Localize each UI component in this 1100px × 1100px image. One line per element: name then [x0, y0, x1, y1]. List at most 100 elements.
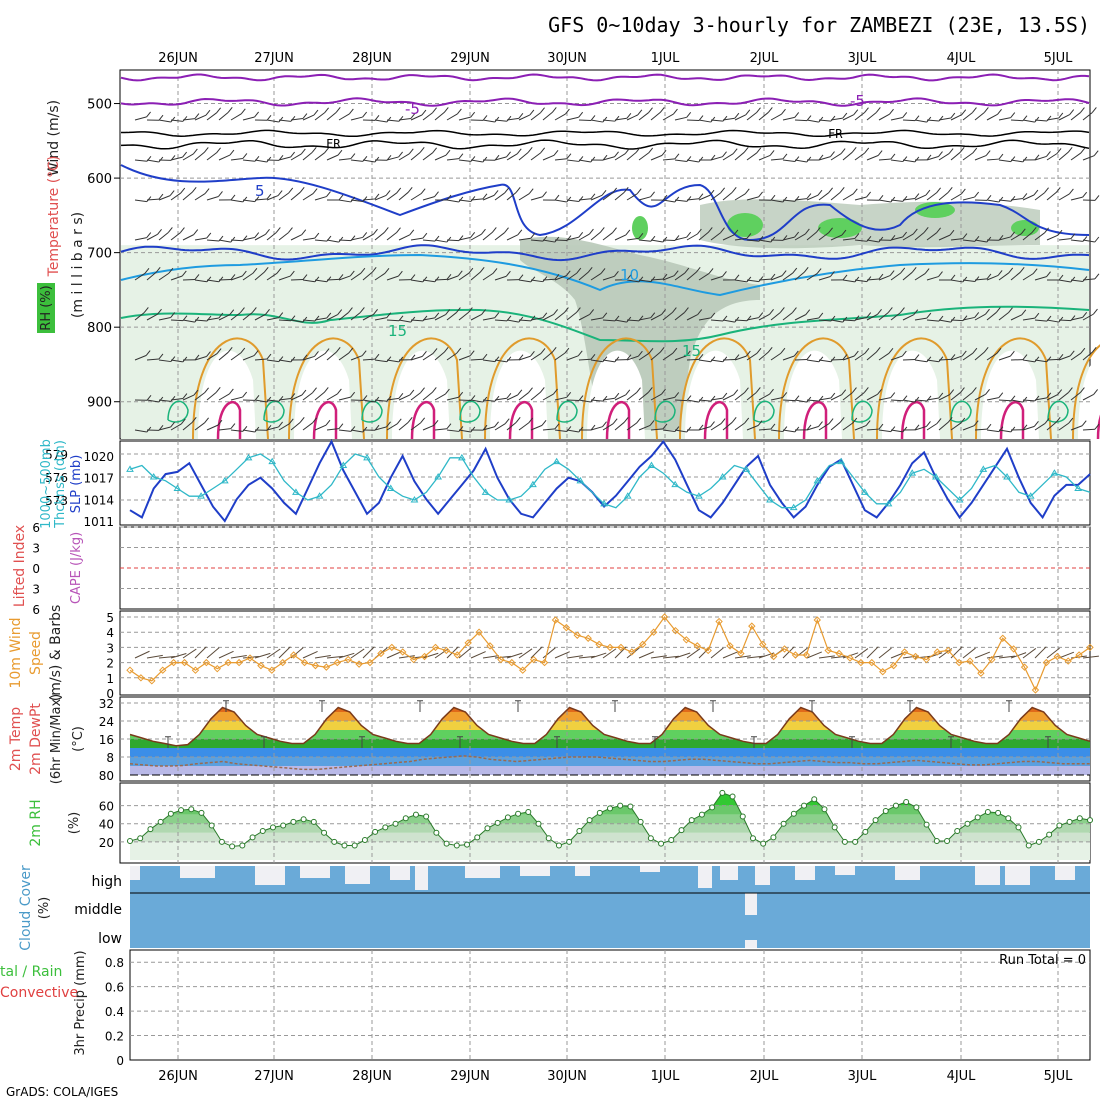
- cloud-gap: [835, 866, 855, 875]
- wind-barb-feather: [720, 227, 725, 234]
- contour-label-5: 5: [255, 182, 265, 200]
- footer-credit: GrADS: COLA/IGES: [6, 1085, 118, 1099]
- rh2m-marker: [821, 806, 828, 813]
- wind-barb: [782, 236, 795, 241]
- wind-barb: [134, 237, 147, 241]
- wind10m-barb: [446, 646, 459, 659]
- wind-barb: [662, 199, 675, 203]
- wind-barb-feather: [708, 268, 714, 274]
- wind10m-barb: [818, 655, 835, 659]
- wind10m-marker: [1031, 686, 1040, 694]
- wind-barb: [950, 279, 963, 283]
- wind-barb: [794, 271, 805, 281]
- wind-barb-feather: [158, 396, 164, 403]
- wind-barb: [830, 394, 842, 401]
- rh2m-marker: [178, 807, 185, 814]
- wind-barb-feather: [170, 312, 176, 318]
- wind-barb: [374, 399, 387, 402]
- wind-barb: [422, 196, 435, 201]
- wind-barb: [470, 271, 481, 281]
- rh2m-marker: [1005, 815, 1012, 822]
- wind-barb: [998, 117, 1011, 121]
- wind-barb-feather: [625, 229, 631, 236]
- wind-barb-feather: [769, 388, 774, 395]
- wind-barb-feather: [215, 387, 221, 393]
- wind-barb-feather: [674, 426, 680, 432]
- wind-barb: [842, 151, 853, 161]
- wind-barb-feather: [407, 417, 413, 423]
- precip-tick-label: 0.4: [105, 1005, 124, 1019]
- rh2m-marker: [607, 805, 613, 812]
- wind-barb-feather: [565, 108, 570, 115]
- temp2m-tick-label: 16: [99, 733, 114, 747]
- wind-barb-feather: [564, 347, 570, 354]
- wind-barb: [338, 239, 352, 242]
- wind-barb-feather: [167, 227, 173, 233]
- cloud-gap-middle: [745, 893, 757, 915]
- wind-barb: [410, 114, 423, 121]
- contour-15-loop: [263, 400, 285, 423]
- wind-barb-feather: [758, 312, 764, 318]
- lifted-tick-label: 6: [32, 603, 40, 617]
- wind-barb: [590, 232, 601, 241]
- wind-barb: [722, 153, 734, 161]
- rh2m-marker: [596, 809, 603, 816]
- wind10m-marker: [780, 645, 789, 653]
- wind-barb: [830, 421, 841, 431]
- cloud-gap: [720, 866, 738, 880]
- wind-barb: [350, 312, 361, 321]
- wind-barb-feather: [445, 388, 450, 395]
- wind-barb-feather: [218, 276, 224, 283]
- rh2m-band: [130, 814, 1090, 824]
- wind10m-barb: [746, 655, 763, 659]
- wind-barb: [1070, 316, 1083, 321]
- wind-barb-feather: [902, 196, 908, 202]
- wind10m-barb: [194, 646, 207, 659]
- wind10m-barb: [686, 648, 701, 659]
- wind10m-marker: [180, 658, 189, 667]
- wind-barb: [1034, 423, 1046, 431]
- wind10m-barb: [530, 646, 543, 659]
- wind-barb: [566, 312, 577, 321]
- wind-barb: [1070, 112, 1081, 121]
- wind-barb-feather: [230, 194, 236, 201]
- wind-barb: [206, 317, 219, 321]
- wind-barb: [446, 158, 459, 161]
- wind-barb-feather: [421, 109, 427, 116]
- wind-barb-feather: [587, 266, 593, 273]
- cloud-gap: [895, 866, 920, 880]
- wind-barb: [710, 156, 723, 161]
- wind-barb: [650, 154, 663, 161]
- wind10m-barb: [578, 655, 595, 659]
- wind-barb: [194, 392, 205, 401]
- contour-15-loop: [950, 400, 972, 423]
- wind-barb: [254, 271, 265, 281]
- pressure-tick-label: 600: [87, 172, 112, 187]
- wind10m-barb: [302, 650, 318, 659]
- temp2m-line: [129, 706, 1091, 747]
- wind-barb-feather: [266, 353, 272, 360]
- wind10m-marker: [911, 652, 920, 661]
- thickness-marker: [576, 476, 585, 484]
- surface-bubble: [784, 350, 842, 439]
- wind-barb: [158, 195, 171, 201]
- wind-barb: [686, 399, 699, 403]
- wind-barb-feather: [396, 187, 402, 194]
- wind-barb: [1058, 422, 1070, 431]
- wind10m-barb: [518, 648, 533, 659]
- wind-barb-feather: [482, 424, 488, 431]
- wind-barb-feather: [554, 273, 560, 280]
- wind-barb: [590, 119, 603, 123]
- top-date-axis: 26JUN 27JUN 28JUN 29JUN 30JUN 1JUL 2JUL 3JUL 4JU…: [158, 51, 1073, 66]
- wind-barb: [386, 156, 399, 161]
- rh2m-marker: [1076, 815, 1083, 822]
- wind10m-marker: [1042, 658, 1051, 667]
- wind10m-barb: [974, 651, 991, 659]
- wind-barb-feather: [698, 193, 704, 200]
- wind-barb-feather: [168, 267, 174, 274]
- wind-barb-feather: [374, 115, 380, 121]
- wind-barb: [770, 199, 783, 203]
- wind-barb-feather: [180, 187, 186, 194]
- thickness-marker: [126, 465, 134, 472]
- wind-barb: [362, 399, 375, 403]
